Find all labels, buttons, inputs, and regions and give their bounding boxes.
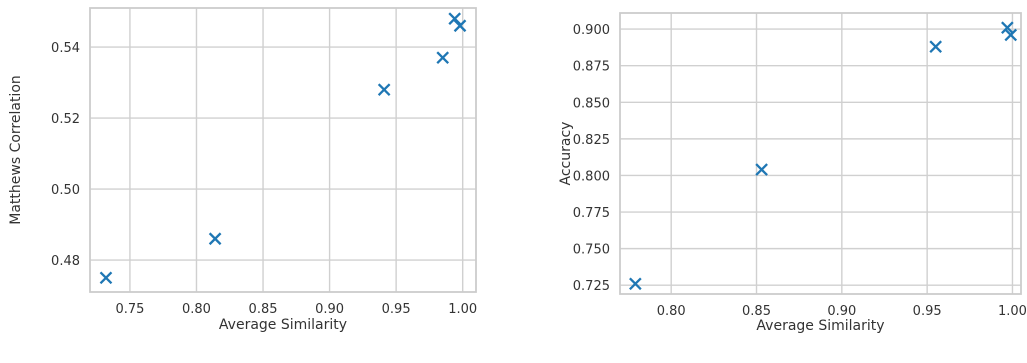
x-tick-label: 0.90 [827,304,856,319]
x-tick-label: 0.95 [382,302,411,317]
data-point-marker [448,12,462,25]
data-point-marker [453,19,467,33]
x-tick-label: 0.75 [115,302,144,317]
x-axis-label: Average Similarity [756,318,884,334]
data-point-marker [629,277,642,291]
data-point-marker [1001,21,1014,34]
data-point-marker [755,163,768,176]
chart-accuracy: 0.80 0.85 0.90 0.95 1.00 0.725 0.750 0.775 0.800… [558,12,1027,334]
y-tick-label: 0.48 [51,254,80,269]
x-tick-label: 0.90 [315,302,344,317]
data-point-marker [99,271,113,285]
y-tick-label: 0.50 [51,183,80,198]
data-point-marker [929,40,942,53]
x-axis-label: Average Similarity [219,317,347,333]
y-tick-label: 0.775 [573,206,610,221]
y-tick-label: 0.800 [573,169,610,184]
x-tick-label: 0.85 [249,302,278,317]
y-axis-label: Matthews Correlation [8,75,24,225]
plot-frame [89,7,477,293]
x-tick-label: 0.95 [913,304,942,319]
y-tick-label: 0.54 [51,41,80,56]
y-tick-label: 0.750 [573,243,610,258]
y-tick-label: 0.875 [573,60,610,75]
x-tick-label: 0.85 [742,304,771,319]
x-tick-label: 1.00 [998,304,1027,319]
y-tick-label: 0.825 [573,133,610,148]
y-tick-label: 0.850 [573,96,610,111]
data-point-marker [1004,28,1018,42]
y-tick-label: 0.900 [573,23,610,38]
y-tick-label: 0.52 [51,112,80,127]
y-axis-label: Accuracy [558,122,574,186]
data-point-marker [436,51,450,65]
chart-matthews-correlation: 0.75 0.80 0.85 0.90 0.95 1.00 0.48 0.50 0.52 0.54… [8,7,477,333]
y-tick-label: 0.725 [573,279,610,294]
plot-frame [619,12,1022,295]
x-tick-label: 1.00 [448,302,477,317]
x-tick-label: 0.80 [182,302,211,317]
data-point-marker [208,232,222,246]
x-tick-label: 0.80 [657,304,686,319]
data-point-marker [377,83,391,96]
